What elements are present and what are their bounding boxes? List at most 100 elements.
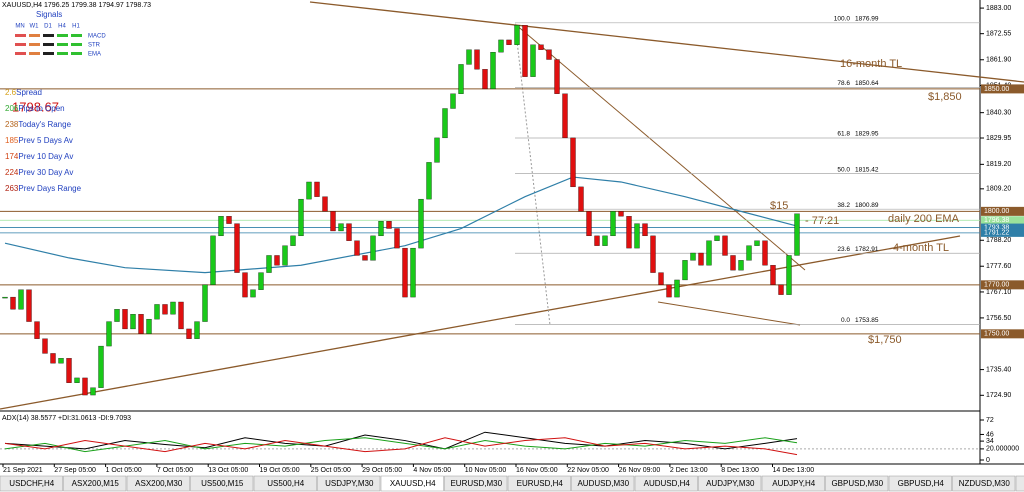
candle xyxy=(26,289,32,322)
candle xyxy=(722,235,728,256)
candle xyxy=(762,240,768,266)
trendline-16-month xyxy=(309,1,1024,83)
candle xyxy=(458,64,464,94)
ema-200 xyxy=(4,176,798,274)
symbol-line: XAUUSD,H4 1796.25 1799.38 1794.97 1798.7… xyxy=(2,2,151,9)
y-tick-label: 46 xyxy=(986,431,994,438)
candle xyxy=(562,93,568,139)
tab-label[interactable]: GBPUSD,M30 xyxy=(831,479,883,488)
candle xyxy=(442,108,448,139)
price-tag-label: 1796.38 xyxy=(984,217,1009,224)
candle xyxy=(786,255,792,295)
tab-label[interactable]: USDCHF,H4 xyxy=(9,479,54,488)
candle xyxy=(482,69,488,90)
tab[interactable] xyxy=(0,475,63,492)
stat-value: 224 xyxy=(5,168,19,177)
stat: 238Today's Range xyxy=(5,120,72,129)
tab[interactable] xyxy=(888,475,952,492)
tab[interactable] xyxy=(698,475,762,492)
candle xyxy=(674,279,680,298)
stat-label: Prev Days Range xyxy=(18,184,81,193)
candle xyxy=(18,289,24,310)
candle xyxy=(522,25,528,77)
y-tick-label: 0 xyxy=(986,457,990,464)
tab-label[interactable]: AUDUSD,H4 xyxy=(644,479,691,488)
candle xyxy=(506,39,512,45)
x-tick-label: 27 Sep 05:00 xyxy=(54,467,96,474)
tab[interactable] xyxy=(190,475,254,492)
price-tag xyxy=(981,84,1024,94)
tab-label[interactable]: GBPUSD,H4 xyxy=(898,479,945,488)
tab[interactable] xyxy=(1015,475,1024,492)
tab-label[interactable]: AUDJPY,M30 xyxy=(706,479,755,488)
signal-cell xyxy=(43,43,54,46)
tab-label[interactable]: NZDUSD,M30 xyxy=(959,479,1011,488)
timeframe-label: MN xyxy=(15,24,24,30)
tab-label[interactable]: ASX200,M15 xyxy=(72,479,120,488)
tab[interactable] xyxy=(761,475,825,492)
candle xyxy=(666,284,672,298)
tab-label[interactable]: ASX200,M30 xyxy=(135,479,183,488)
candle xyxy=(530,44,536,77)
fib-price: 1815.42 xyxy=(855,166,879,173)
candle xyxy=(74,377,80,383)
tab-label[interactable]: AUDUSD,M30 xyxy=(577,479,629,488)
candle xyxy=(282,245,288,266)
candle xyxy=(114,309,120,322)
tab-label[interactable]: US500,M15 xyxy=(201,479,244,488)
candle xyxy=(330,211,336,232)
stat-label: Spread xyxy=(16,88,42,97)
stat: 263Prev Days Range xyxy=(5,184,82,193)
candle xyxy=(234,223,240,273)
tab-label[interactable]: EURUSD,M30 xyxy=(450,479,502,488)
candle xyxy=(658,272,664,285)
tab[interactable] xyxy=(444,475,508,492)
x-tick-label: 13 Oct 05:00 xyxy=(208,467,248,474)
tab[interactable] xyxy=(507,475,571,492)
candle xyxy=(210,235,216,285)
tab[interactable] xyxy=(952,475,1016,492)
signal-cell xyxy=(29,34,40,37)
tab-label[interactable]: USDJPY,M30 xyxy=(325,479,374,488)
fib-ratio: 0.0 xyxy=(841,317,850,324)
candle xyxy=(514,25,520,45)
fib-ratio: 78.6 xyxy=(837,80,850,87)
x-tick-label: 14 Dec 13:00 xyxy=(773,467,815,474)
signal-cell xyxy=(15,52,26,55)
stat: 206Pips to Open xyxy=(5,104,65,113)
tab[interactable] xyxy=(317,475,381,492)
candle xyxy=(354,240,360,256)
signal-cell xyxy=(71,34,82,37)
y-tick-label: 1840.30 xyxy=(986,110,1011,117)
trendline-lower xyxy=(657,301,801,326)
tab-label[interactable]: EURUSD,H4 xyxy=(517,479,564,488)
price-tag-label: 1800.00 xyxy=(984,208,1009,215)
candle xyxy=(170,301,176,315)
tab[interactable] xyxy=(825,475,889,492)
candle xyxy=(322,196,328,212)
candle xyxy=(154,304,160,320)
candle xyxy=(306,181,312,200)
adx-line xyxy=(4,437,798,456)
signal-cell xyxy=(15,43,26,46)
tab[interactable] xyxy=(634,475,698,492)
tab[interactable] xyxy=(126,475,190,492)
x-tick-label: 29 Oct 05:00 xyxy=(362,467,402,474)
tab-label[interactable]: US500,H4 xyxy=(267,479,304,488)
candle xyxy=(770,265,776,285)
candle xyxy=(2,296,8,299)
candle xyxy=(338,223,344,232)
tab[interactable] xyxy=(571,475,635,492)
stat-label: Prev 5 Days Av xyxy=(18,136,73,145)
tab-label[interactable]: AUDJPY,H4 xyxy=(772,479,816,488)
tab[interactable] xyxy=(253,475,317,492)
candle xyxy=(682,260,688,281)
tab-label[interactable]: XAUUSD,H4 xyxy=(390,479,436,488)
tab[interactable] xyxy=(63,475,127,492)
signal-cell xyxy=(29,52,40,55)
fib-price: 1782.91 xyxy=(855,246,879,253)
candle xyxy=(146,318,152,334)
tab[interactable] xyxy=(380,475,444,492)
x-tick-label: 21 Sep 2021 xyxy=(3,467,43,474)
y-tick-label: 1861.90 xyxy=(986,57,1011,64)
